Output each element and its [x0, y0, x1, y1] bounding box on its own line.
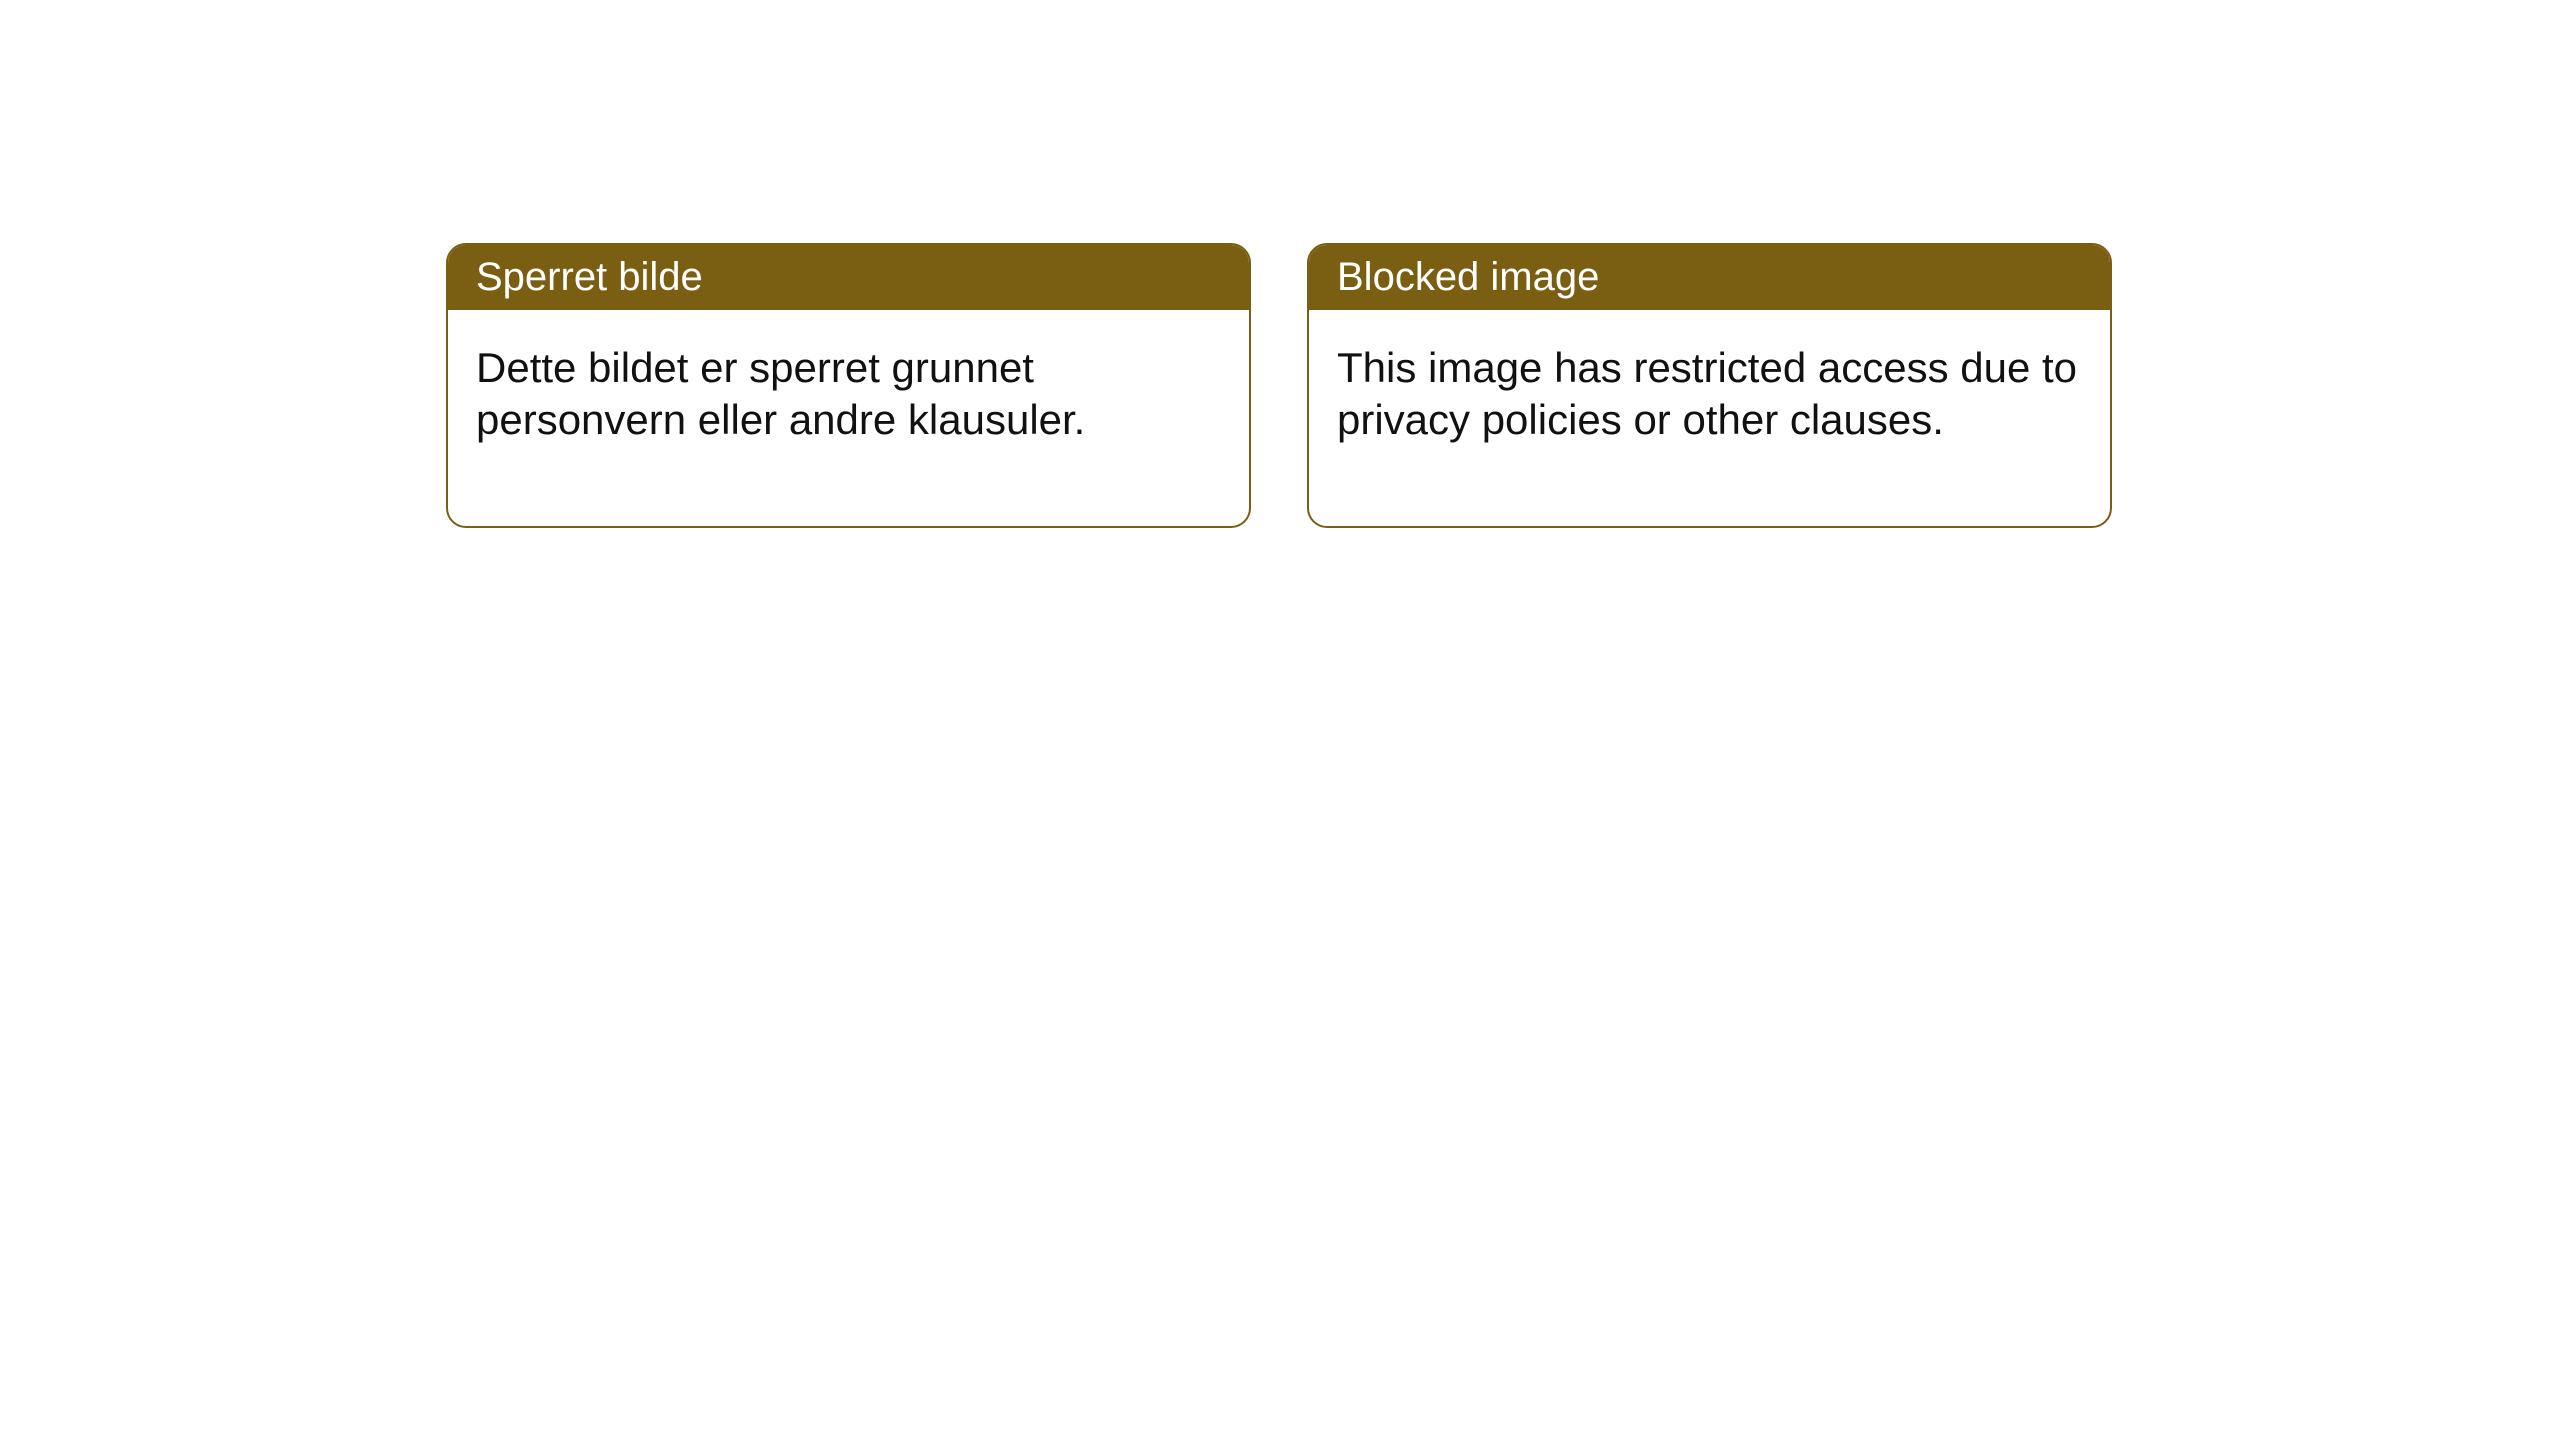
notice-body: This image has restricted access due to …	[1309, 310, 2110, 526]
notice-panel-norwegian: Sperret bilde Dette bildet er sperret gr…	[446, 243, 1251, 528]
notice-body: Dette bildet er sperret grunnet personve…	[448, 310, 1249, 526]
notice-header: Sperret bilde	[448, 245, 1249, 310]
notice-header: Blocked image	[1309, 245, 2110, 310]
notice-panel-english: Blocked image This image has restricted …	[1307, 243, 2112, 528]
notice-title: Blocked image	[1337, 255, 1599, 299]
notice-body-text: This image has restricted access due to …	[1337, 344, 2077, 443]
notice-container: Sperret bilde Dette bildet er sperret gr…	[446, 243, 2112, 528]
notice-body-text: Dette bildet er sperret grunnet personve…	[476, 344, 1085, 443]
notice-title: Sperret bilde	[476, 255, 703, 299]
